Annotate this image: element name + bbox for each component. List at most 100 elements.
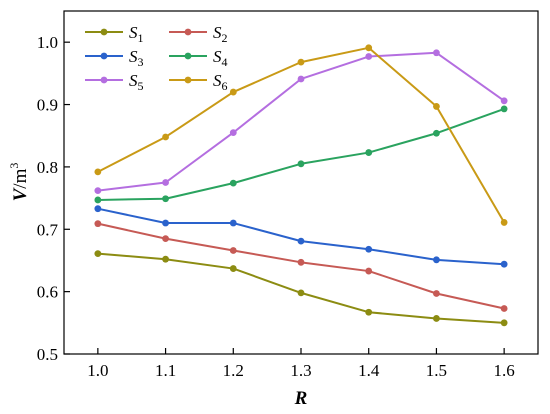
series-s4: [94, 105, 508, 204]
data-point: [433, 290, 440, 297]
data-point: [94, 250, 102, 257]
data-point: [433, 315, 440, 322]
legend-label-base: S: [213, 71, 222, 90]
data-point: [297, 289, 305, 297]
x-tick-label: 1.1: [155, 361, 176, 380]
legend-label-base: S: [213, 47, 222, 66]
legend-swatch-marker: [100, 28, 108, 36]
data-point: [297, 58, 305, 66]
legend-label-base: S: [213, 23, 222, 42]
legend-label-sub: 6: [222, 79, 228, 93]
data-point: [365, 245, 373, 253]
series-line: [97, 51, 505, 192]
data-point: [365, 308, 373, 316]
data-point: [162, 255, 169, 263]
data-point: [500, 260, 508, 268]
y-axis-title-exp: 3: [7, 163, 21, 169]
legend-swatch-marker: [100, 52, 108, 60]
data-point: [433, 49, 440, 57]
x-tick-label: 1.6: [494, 361, 515, 380]
legend-label: S4: [213, 47, 228, 69]
legend-item-s6: S6: [169, 71, 228, 93]
legend-label: S6: [213, 71, 228, 93]
data-point: [365, 149, 373, 156]
data-point: [500, 97, 508, 105]
data-point: [94, 168, 102, 176]
x-axis-title: R: [294, 388, 308, 409]
data-point: [162, 133, 169, 141]
x-tick-label: 1.2: [223, 361, 244, 380]
legend-label-sub: 4: [222, 55, 228, 69]
data-point: [229, 265, 237, 272]
data-point: [365, 44, 373, 52]
data-point: [94, 196, 102, 204]
data-point: [229, 247, 237, 254]
data-point: [94, 220, 102, 228]
data-point: [500, 219, 508, 226]
legend-label: S3: [129, 47, 144, 69]
data-point: [433, 256, 440, 264]
series-s3: [94, 205, 508, 268]
legend-label-sub: 5: [138, 79, 144, 93]
series-s5: [94, 49, 508, 195]
x-axis: 1.0 1.1 1.2 1.3 1.4 1.5 1.6: [87, 348, 515, 380]
legend-item-s1: S1: [85, 23, 144, 45]
legend-swatch-marker: [100, 76, 108, 84]
legend-label-base: S: [129, 23, 138, 42]
data-point: [297, 237, 305, 245]
legend-label-sub: 2: [222, 31, 228, 45]
legend-label: S5: [129, 71, 144, 93]
data-point: [229, 179, 237, 187]
data-point: [94, 205, 102, 213]
series-s1: [94, 250, 508, 327]
y-axis-title-unit: /m: [10, 168, 31, 188]
y-tick-label: 0.8: [37, 158, 58, 177]
x-tick-label: 1.0: [87, 361, 108, 380]
data-point: [162, 219, 169, 227]
data-point: [433, 103, 440, 110]
y-tick-label: 0.5: [37, 345, 58, 364]
series-line: [97, 46, 506, 223]
data-point: [297, 258, 305, 266]
legend-label: S2: [213, 23, 228, 45]
y-axis-title-var: V: [10, 187, 31, 201]
data-point: [162, 195, 169, 203]
legend-label-base: S: [129, 71, 138, 90]
data-point: [500, 305, 508, 312]
y-tick-label: 1.0: [37, 33, 58, 52]
legend-swatch-marker: [184, 76, 192, 84]
data-point: [229, 219, 237, 227]
x-tick-label: 1.3: [290, 361, 311, 380]
data-point: [229, 129, 237, 137]
x-tick-label: 1.4: [358, 361, 380, 380]
data-point: [94, 187, 102, 195]
data-point: [365, 53, 373, 60]
legend-swatch-marker: [184, 52, 192, 60]
legend-item-s2: S2: [169, 23, 228, 45]
series-layer: [94, 44, 508, 327]
series-s6: [94, 44, 508, 226]
data-point: [162, 179, 169, 186]
data-point: [162, 235, 169, 243]
legend-label-sub: 1: [138, 31, 144, 45]
legend-label: S1: [129, 23, 144, 45]
data-point: [500, 105, 508, 113]
x-tick-label: 1.5: [426, 361, 447, 380]
data-point: [297, 160, 305, 168]
data-point: [365, 267, 373, 275]
legend-label-sub: 3: [138, 55, 144, 69]
y-tick-label: 0.7: [37, 220, 59, 239]
data-point: [229, 88, 237, 96]
legend-label-base: S: [129, 47, 138, 66]
legend-item-s3: S3: [85, 47, 144, 69]
data-point: [433, 129, 440, 137]
data-point: [297, 75, 305, 83]
y-axis: 0.5 0.6 0.7 0.8 0.9 1.0: [37, 33, 70, 364]
legend-item-s5: S5: [85, 71, 144, 93]
y-tick-label: 0.9: [37, 96, 58, 115]
legend-swatch-marker: [184, 28, 192, 36]
data-point: [500, 319, 508, 327]
series-s2: [94, 220, 508, 312]
